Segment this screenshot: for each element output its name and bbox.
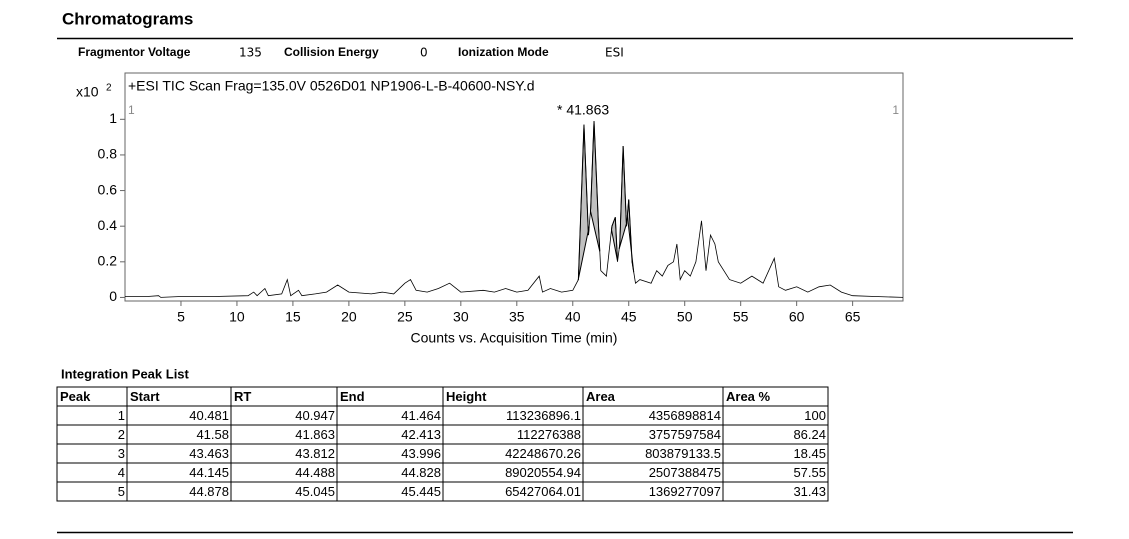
table-cell: 43.996 bbox=[401, 446, 441, 461]
param-value: 135 bbox=[239, 46, 262, 60]
table-cell: 89020554.94 bbox=[505, 465, 581, 480]
table-cell: 5 bbox=[118, 484, 125, 499]
table-cell: 57.55 bbox=[793, 465, 826, 480]
x-tick-label: 20 bbox=[341, 309, 357, 325]
table-cell: 1 bbox=[118, 408, 125, 423]
y-tick-label: 0.6 bbox=[98, 181, 118, 197]
table-cell: 41.863 bbox=[295, 427, 335, 442]
trace bbox=[125, 121, 904, 298]
table-cell: 803879133.5 bbox=[645, 446, 721, 461]
peak-area bbox=[577, 124, 590, 281]
x-tick-label: 35 bbox=[509, 309, 525, 325]
param-label: Fragmentor Voltage bbox=[78, 45, 191, 59]
y-tick-label: 1 bbox=[109, 110, 117, 126]
param-value: 0 bbox=[420, 46, 428, 60]
table-cell: 3 bbox=[118, 446, 125, 461]
y-scale-exponent: 2 bbox=[106, 83, 112, 94]
table-header: Height bbox=[446, 389, 487, 404]
table-cell: 44.828 bbox=[401, 465, 441, 480]
table-header: End bbox=[340, 389, 365, 404]
table-cell: 44.878 bbox=[189, 484, 229, 499]
table-cell: 42.413 bbox=[401, 427, 441, 442]
y-tick-label: 0.4 bbox=[98, 217, 118, 233]
section-title: Chromatograms bbox=[62, 9, 193, 28]
table-cell: 65427064.01 bbox=[505, 484, 581, 499]
table-cell: 4356898814 bbox=[649, 408, 721, 423]
x-tick-label: 15 bbox=[285, 309, 301, 325]
table-cell: 112276388 bbox=[517, 427, 581, 442]
x-tick-label: 10 bbox=[229, 309, 245, 325]
table-cell: 100 bbox=[804, 408, 826, 423]
table-cell: 3757597584 bbox=[649, 427, 721, 442]
table-cell: 18.45 bbox=[793, 446, 826, 461]
param-label: Collision Energy bbox=[284, 45, 379, 59]
param-value: ESI bbox=[605, 46, 624, 60]
x-tick-label: 40 bbox=[565, 309, 581, 325]
table-cell: 2 bbox=[118, 427, 125, 442]
x-tick-label: 55 bbox=[733, 309, 749, 325]
annotation: * 41.863 bbox=[557, 102, 609, 118]
x-tick-label: 5 bbox=[177, 309, 185, 325]
x-tick-label: 60 bbox=[789, 309, 805, 325]
y-tick-label: 0.8 bbox=[98, 146, 118, 162]
marker: 1 bbox=[128, 103, 135, 117]
table-cell: 43.463 bbox=[189, 446, 229, 461]
table-cell: 40.481 bbox=[189, 408, 229, 423]
x-tick-label: 30 bbox=[453, 309, 469, 325]
x-axis-label: Counts vs. Acquisition Time (min) bbox=[411, 330, 618, 346]
plot-frame bbox=[124, 72, 904, 302]
table-cell: 42248670.26 bbox=[505, 446, 581, 461]
table-cell: 113236896.1 bbox=[506, 408, 581, 423]
y-tick-label: 0 bbox=[109, 288, 117, 304]
table-cell: 31.43 bbox=[793, 484, 826, 499]
x-tick-label: 50 bbox=[677, 309, 693, 325]
table-cell: 43.812 bbox=[295, 446, 335, 461]
table-title: Integration Peak List bbox=[61, 366, 190, 381]
table-cell: 44.145 bbox=[189, 465, 229, 480]
x-tick-label: 65 bbox=[845, 309, 861, 325]
x-tick-label: 45 bbox=[621, 309, 637, 325]
table-cell: 2507388475 bbox=[649, 465, 721, 480]
param-label: Ionization Mode bbox=[458, 45, 549, 59]
table-cell: 44.488 bbox=[295, 465, 335, 480]
table-header: Area bbox=[586, 389, 616, 404]
table-header: Start bbox=[130, 389, 160, 404]
table-cell: 1369277097 bbox=[649, 484, 721, 499]
table-cell: 45.445 bbox=[401, 484, 441, 499]
table-cell: 45.045 bbox=[295, 484, 335, 499]
table-cell: 41.464 bbox=[401, 408, 441, 423]
table-cell: 41.58 bbox=[196, 427, 229, 442]
y-tick-label: 0.2 bbox=[98, 253, 118, 269]
x-tick-label: 25 bbox=[397, 309, 413, 325]
table-cell: 86.24 bbox=[793, 427, 826, 442]
table-cell: 40.947 bbox=[295, 408, 335, 423]
table-header: Area % bbox=[726, 389, 771, 404]
table-cell: 4 bbox=[118, 465, 125, 480]
table-header: Peak bbox=[60, 389, 91, 404]
table-header: RT bbox=[234, 389, 251, 404]
marker: 1 bbox=[892, 103, 899, 117]
y-scale-prefix: x10 bbox=[76, 84, 99, 100]
chart-title: +ESI TIC Scan Frag=135.0V 0526D01 NP1906… bbox=[128, 78, 535, 94]
